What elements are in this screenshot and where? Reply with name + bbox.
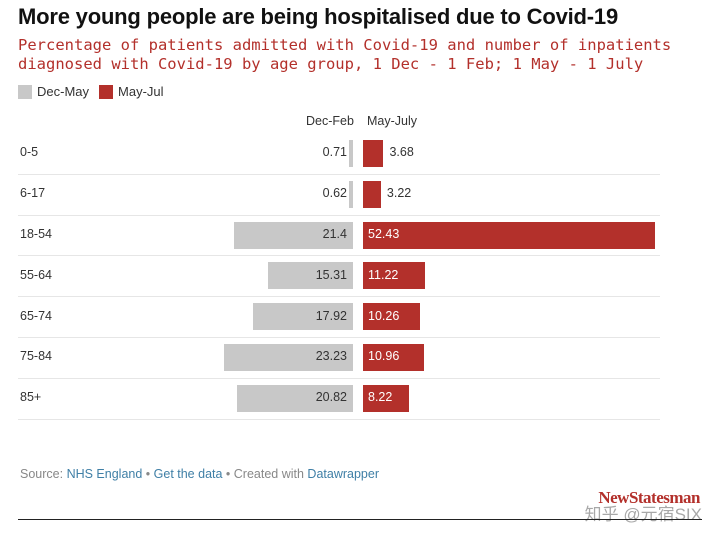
source-link[interactable]: NHS England (66, 467, 143, 481)
source-separator-2: • Created with (222, 467, 308, 481)
chart-title: More young people are being hospitalised… (18, 4, 618, 29)
bar-may-july (363, 303, 421, 331)
legend-swatch-may-jul (99, 84, 114, 99)
value-label-may-july: 3.22 (386, 186, 412, 201)
value-label-dec-feb: 0.62 (322, 186, 347, 201)
footer-divider (18, 519, 702, 520)
get-data-link[interactable]: Get the data (153, 467, 223, 481)
value-label-dec-feb: 0.71 (322, 145, 347, 160)
value-label-may-july: 11.22 (368, 267, 399, 282)
category-label: 85+ (20, 390, 42, 405)
value-label-dec-feb: 21.4 (322, 227, 347, 241)
row-divider (18, 173, 660, 175)
watermark: 知乎 @元宿SIX (584, 505, 702, 524)
value-label-dec-feb: 15.31 (315, 267, 347, 282)
category-label: 55-64 (20, 267, 52, 282)
legend-item-may-jul: May-Jul (99, 84, 164, 99)
bar-dec-feb (223, 343, 353, 371)
value-label-dec-feb: 20.82 (315, 390, 347, 405)
value-label-may-july: 52.43 (368, 227, 400, 241)
row-divider (18, 337, 660, 338)
row-divider (18, 418, 660, 420)
bar-may-july (363, 262, 426, 290)
bar-may-july (363, 343, 425, 371)
category-label: 18-54 (20, 227, 52, 241)
bar-dec-feb (349, 180, 353, 208)
category-label: 0-5 (20, 145, 39, 160)
brand-logo: NewStatesman (598, 488, 700, 507)
bar-may-july (363, 221, 655, 249)
legend-label-may-jul: May-Jul (118, 84, 164, 99)
source-separator-1: • (142, 467, 154, 481)
value-label-may-july: 10.96 (368, 349, 400, 364)
legend: Dec-May May-Jul (18, 84, 174, 99)
row-divider (18, 377, 660, 379)
bar-may-july (363, 139, 384, 167)
legend-swatch-dec-may (18, 84, 32, 99)
bar-may-july (363, 384, 409, 412)
bar-dec-feb (233, 221, 353, 249)
datawrapper-link[interactable]: Datawrapper (307, 467, 379, 481)
source-prefix: Source: (20, 467, 67, 481)
legend-label-dec-may: Dec-May (37, 84, 90, 99)
column-header-left: Dec-Feb (306, 114, 354, 128)
value-label-dec-feb: 23.23 (315, 349, 347, 364)
bar-dec-feb (349, 139, 353, 167)
category-label: 75-84 (20, 349, 52, 364)
source-line: Source: NHS England • Get the data • Cre… (20, 467, 379, 481)
category-label: 6-17 (20, 186, 46, 201)
value-label-may-july: 3.68 (389, 145, 414, 160)
value-label-may-july: 8.22 (368, 390, 393, 405)
legend-item-dec-may: Dec-May (18, 84, 89, 99)
bar-may-july (363, 180, 381, 208)
column-header-right: May-July (367, 114, 418, 128)
bar-dec-feb (267, 262, 353, 290)
value-label-may-july: 10.26 (368, 308, 400, 323)
row-divider (18, 296, 660, 298)
category-label: 65-74 (20, 308, 52, 323)
row-divider (18, 214, 660, 216)
row-divider (18, 255, 660, 257)
bar-dec-feb (253, 303, 353, 331)
value-label-dec-feb: 17.92 (315, 308, 347, 323)
chart-subtitle: Percentage of patients admitted with Cov… (18, 36, 672, 73)
bar-dec-feb (237, 384, 353, 412)
